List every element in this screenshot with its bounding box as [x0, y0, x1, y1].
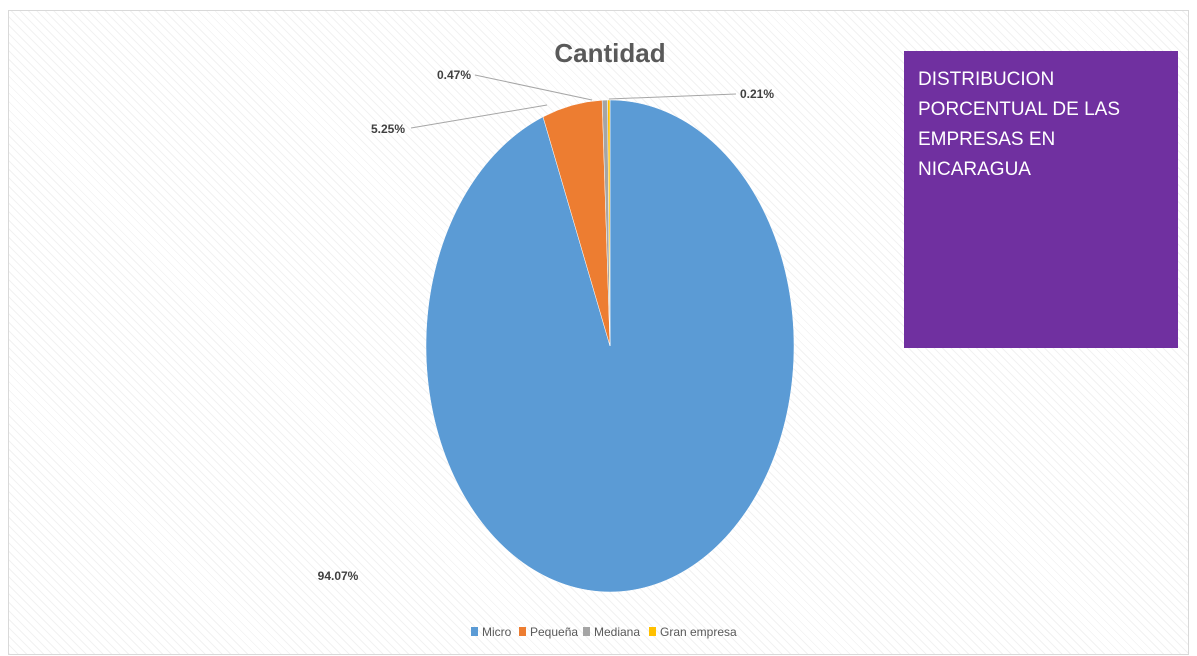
data-label-micro: 94.07%: [318, 569, 359, 583]
info-box: DISTRIBUCION PORCENTUAL DE LAS EMPRESAS …: [904, 51, 1178, 348]
data-label-gran-empresa: 0.21%: [740, 87, 774, 101]
legend-swatch-mediana: [583, 627, 590, 636]
pie-slice-gran-empresa: [607, 99, 611, 347]
legend-swatch-pequena: [519, 627, 526, 636]
legend-swatch-micro: [471, 627, 478, 636]
data-label-mediana: 0.47%: [437, 68, 471, 82]
legend: Micro Pequeña Mediana Gran empresa: [471, 625, 737, 639]
legend-label-mediana: Mediana: [594, 625, 640, 639]
pie-chart: Cantidad 94.07% 5.25% 0.47% 0.21% Micro Pequ…: [318, 38, 795, 639]
legend-label-micro: Micro: [482, 625, 512, 639]
legend-swatch-gran-empresa: [649, 627, 656, 636]
legend-label-gran-empresa: Gran empresa: [660, 625, 737, 639]
leader-line-pequena: [410, 104, 548, 129]
leader-line-mediana: [474, 74, 593, 101]
data-label-pequena: 5.25%: [371, 122, 405, 136]
chart-title: Cantidad: [554, 38, 665, 68]
leader-line-gran-empresa: [608, 93, 737, 100]
legend-label-pequena: Pequeña: [530, 625, 578, 639]
